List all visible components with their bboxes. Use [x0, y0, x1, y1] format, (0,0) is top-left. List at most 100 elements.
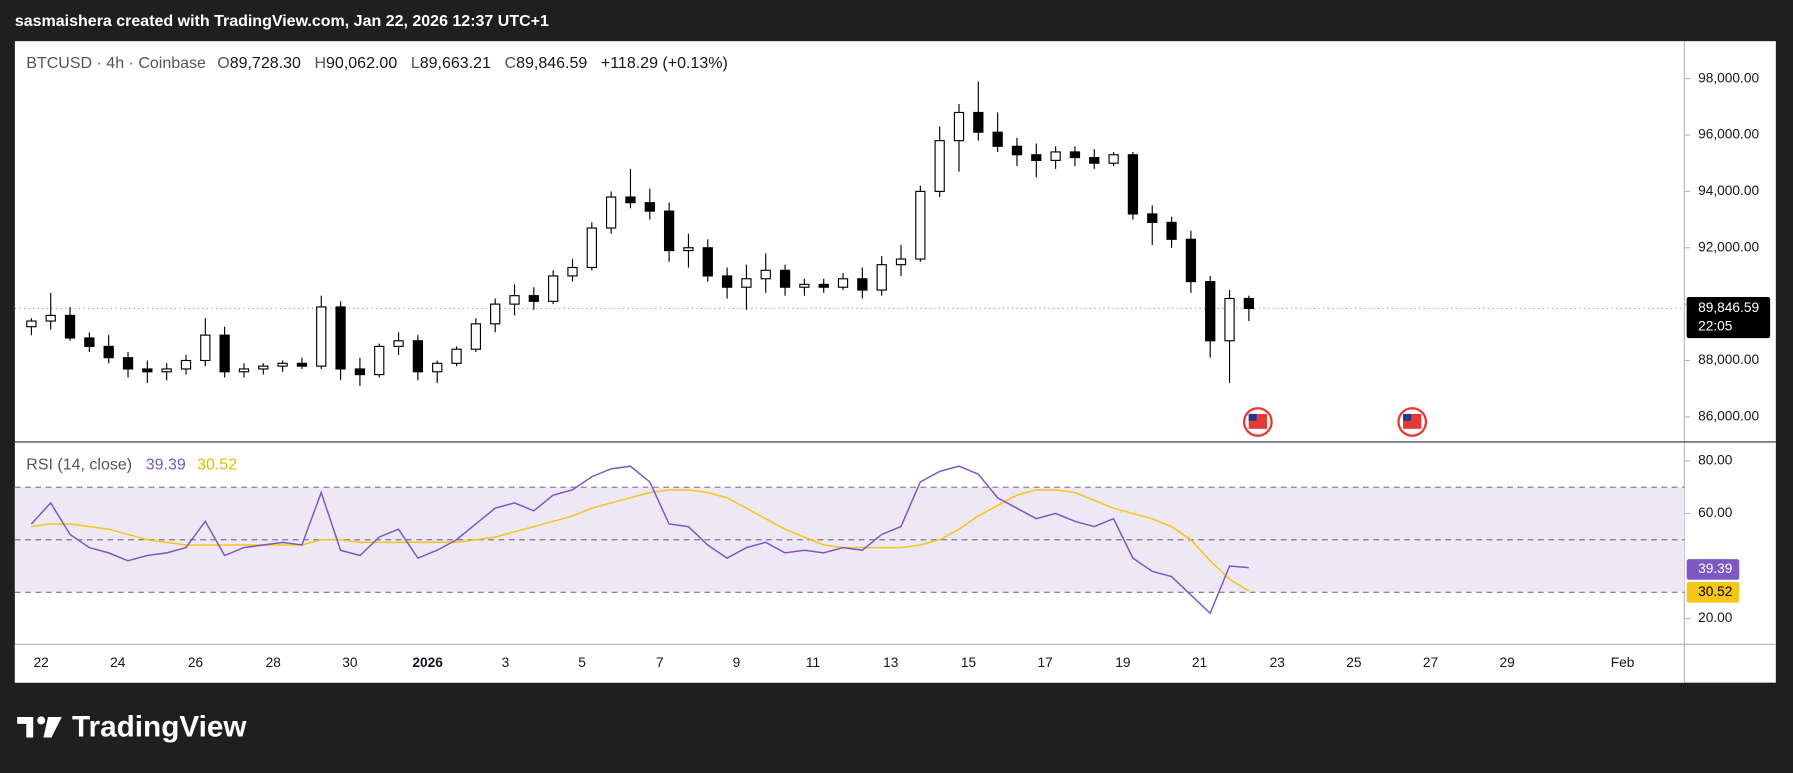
candle-body: [412, 340, 424, 373]
candle-body: [161, 368, 172, 373]
candle-body: [1031, 154, 1042, 161]
candle-body: [876, 264, 887, 291]
candle-body: [644, 202, 655, 212]
candle-body: [663, 210, 675, 252]
candle-body: [490, 303, 501, 325]
candle-body: [683, 247, 694, 252]
rsi-line: [30, 465, 1249, 615]
candle-body: [1050, 151, 1061, 161]
ohlc-key: O: [217, 55, 229, 72]
ohlc-value: 89,728.30: [230, 55, 301, 72]
candle-body: [84, 337, 95, 347]
candle-body: [45, 314, 56, 322]
x-tick-label: 24: [110, 655, 126, 670]
rsi-pane: [14, 465, 1685, 615]
axis-value-box: [1686, 559, 1740, 580]
candle-body: [934, 140, 945, 192]
price-pane: [14, 81, 1685, 386]
brand-logo: TradingView: [17, 710, 247, 743]
candle-body: [1089, 156, 1100, 164]
y-tick-label: 94,000.00: [1698, 183, 1759, 198]
candle-body: [393, 340, 404, 347]
rsi-ma-value: 30.52: [197, 457, 237, 474]
ohlc-value: 89,846.59: [516, 55, 587, 72]
candle-body: [1011, 145, 1023, 156]
candle-body: [26, 320, 37, 328]
axis-value-label: 30.52: [1698, 584, 1732, 599]
y-tick-label: 80.00: [1698, 453, 1733, 468]
x-tick-label: Feb: [1611, 655, 1635, 670]
time-axis: [14, 644, 1685, 683]
candle-body: [64, 314, 76, 339]
x-tick-label: 30: [342, 655, 358, 670]
candle-body: [1108, 154, 1119, 164]
ohlc-key: C: [505, 55, 517, 72]
x-tick-label: 25: [1346, 655, 1362, 670]
y-tick-label: 96,000.00: [1698, 127, 1759, 142]
x-tick-label: 2026: [412, 655, 443, 670]
x-tick-label: 21: [1192, 655, 1207, 670]
x-tick-label: 28: [266, 655, 282, 670]
rsi-legend: RSI (14, close) 39.39 30.52: [26, 457, 237, 474]
candle-body: [374, 345, 385, 376]
candle-body: [586, 227, 597, 269]
candle-body: [895, 258, 907, 266]
candle-body: [142, 368, 153, 373]
candle-body: [258, 365, 269, 370]
candle-body: [837, 278, 849, 288]
x-tick-label: 22: [34, 655, 49, 670]
x-tick-label: 17: [1038, 655, 1053, 670]
event-flags: [1242, 407, 1428, 437]
last-price-box: [1686, 297, 1771, 339]
x-tick-label: 19: [1115, 655, 1130, 670]
rsi-title: RSI (14, close): [26, 457, 132, 474]
logo-dot: [37, 716, 46, 725]
candle-body: [509, 295, 520, 305]
candle-body: [122, 357, 134, 370]
candle-body: [605, 196, 617, 229]
last-price-label: 89,846.59: [1698, 300, 1759, 315]
x-tick-label: 23: [1270, 655, 1286, 670]
x-tick-label: 29: [1499, 655, 1514, 670]
candle-body: [857, 278, 868, 291]
candle-body: [528, 295, 539, 302]
y-tick-label: 20.00: [1698, 610, 1733, 625]
candle-body: [1147, 213, 1158, 223]
candle-body: [354, 368, 366, 376]
x-tick-label: 9: [733, 655, 741, 670]
flag-canton: [1248, 413, 1257, 421]
candle-body: [451, 348, 462, 364]
y-tick-label: 60.00: [1698, 505, 1733, 520]
candle-body: [741, 278, 752, 288]
candle-body: [1243, 297, 1255, 310]
candle-body: [470, 323, 482, 350]
logo-mark: [17, 716, 34, 738]
candle-body: [1205, 281, 1216, 342]
symbol: BTCUSD · 4h · Coinbase: [26, 55, 206, 72]
x-tick-label: 13: [883, 655, 899, 670]
candle-body: [200, 334, 211, 362]
candle-body: [760, 269, 771, 280]
x-tick-label: 15: [961, 655, 977, 670]
change: +118.29 (+0.13%): [601, 55, 728, 72]
candle-body: [1224, 297, 1235, 342]
ohlc-key: H: [314, 55, 326, 72]
x-tick-label: 11: [806, 655, 820, 670]
candle-body: [779, 269, 791, 288]
candle-body: [277, 362, 288, 367]
rsi-ma-line: [31, 489, 1250, 592]
candle-body: [953, 111, 965, 142]
x-tick-label: 26: [188, 655, 204, 670]
x-tick-label: 27: [1423, 655, 1438, 670]
symbol-legend: BTCUSD · 4h · Coinbase O89,728.30 H90,06…: [26, 55, 727, 72]
candle-body: [180, 359, 192, 370]
ohlc-value: 89,663.21: [420, 55, 491, 72]
ohlc-key: L: [411, 55, 420, 72]
candle-body: [1069, 151, 1081, 159]
candle-body: [567, 266, 578, 277]
candle-body: [316, 306, 327, 367]
candle-body: [1166, 221, 1177, 240]
candle-body: [1185, 238, 1197, 283]
candle-body: [915, 190, 926, 260]
